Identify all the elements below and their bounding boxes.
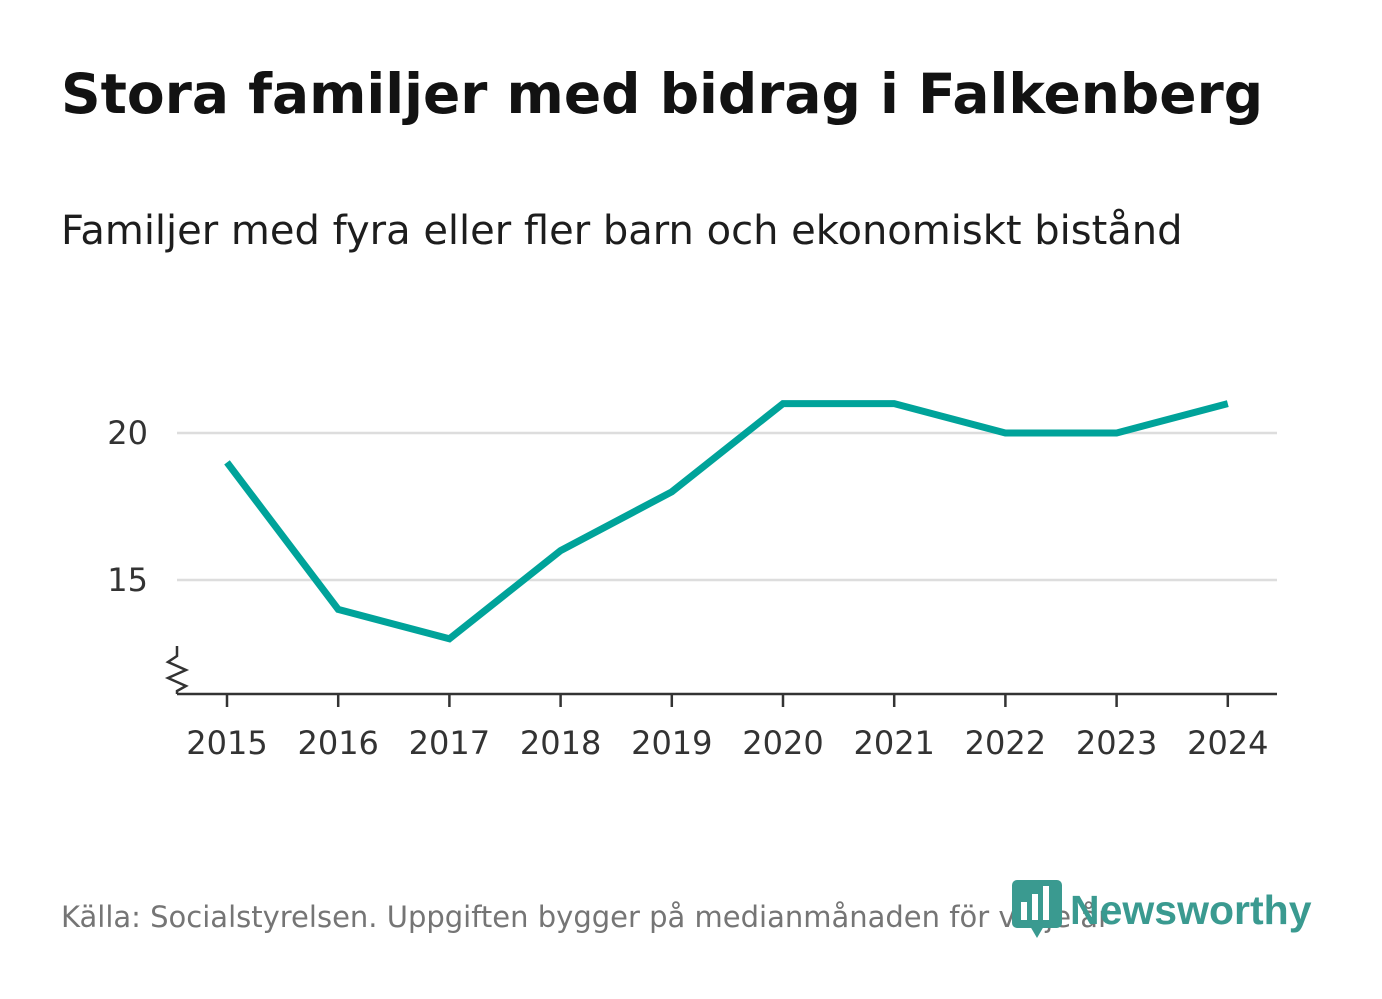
axis-break-mark: [164, 646, 190, 694]
x-tick-label: 2018: [520, 724, 601, 762]
gridlines: [177, 431, 1277, 582]
y-tick-label: 15: [107, 561, 148, 599]
newsworthy-logo: Newsworthy: [1012, 880, 1312, 940]
x-tick-label: 2022: [965, 724, 1046, 762]
x-tick-label: 2020: [742, 724, 823, 762]
x-tick-label: 2017: [409, 724, 490, 762]
newsworthy-logo-icon: [1012, 880, 1062, 938]
series-line-0: [224, 400, 1229, 643]
x-axis-ticks: 2015 2016 2017 2018 2019 2020 2021 2022 2023 2024: [186, 694, 1269, 762]
chart-subtitle: Familjer med fyra eller fler barn och ek…: [61, 208, 1183, 254]
x-tick-label: 2016: [297, 724, 378, 762]
x-tick-label: 2019: [631, 724, 712, 762]
newsworthy-logo-text: Newsworthy: [1070, 886, 1312, 933]
x-tick-label: 2023: [1076, 724, 1157, 762]
x-tick-label: 2024: [1187, 724, 1268, 762]
x-tick-label: 2021: [853, 724, 934, 762]
y-tick-label: 20: [107, 414, 148, 452]
source-note: Källa: Socialstyrelsen. Uppgiften bygger…: [61, 900, 1110, 934]
x-tick-label: 2015: [186, 724, 267, 762]
x-axis: [164, 646, 1277, 696]
chart-title: Stora familjer med bidrag i Falkenberg: [61, 62, 1264, 126]
series-layer: [224, 400, 1229, 643]
